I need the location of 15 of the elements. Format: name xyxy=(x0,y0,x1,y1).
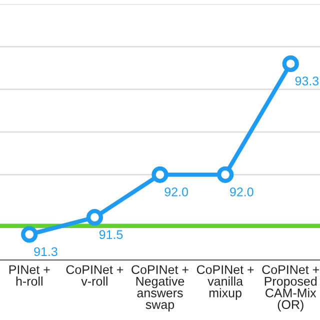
x-tick-label: PINet + h-roll xyxy=(9,265,50,286)
data-label: 92.0 xyxy=(164,187,188,196)
point xyxy=(216,166,234,183)
point xyxy=(282,55,299,72)
data-label: 91.3 xyxy=(34,247,58,256)
data-label: 93.3 xyxy=(295,76,319,86)
x-tick-label: CoPINet + vanilla mixup xyxy=(196,265,254,300)
data-label: 92.0 xyxy=(230,187,254,196)
x-tick-label: CoPINet + Negative answers swap xyxy=(132,265,188,312)
point xyxy=(21,226,38,243)
x-tick-label: CoPINet + v-roll xyxy=(66,265,124,286)
x-tick-label: CoPINet + Proposed CAM-Mix (OR) xyxy=(262,265,320,312)
data-label: 91.5 xyxy=(99,230,123,240)
point xyxy=(152,166,168,183)
point xyxy=(86,209,104,226)
